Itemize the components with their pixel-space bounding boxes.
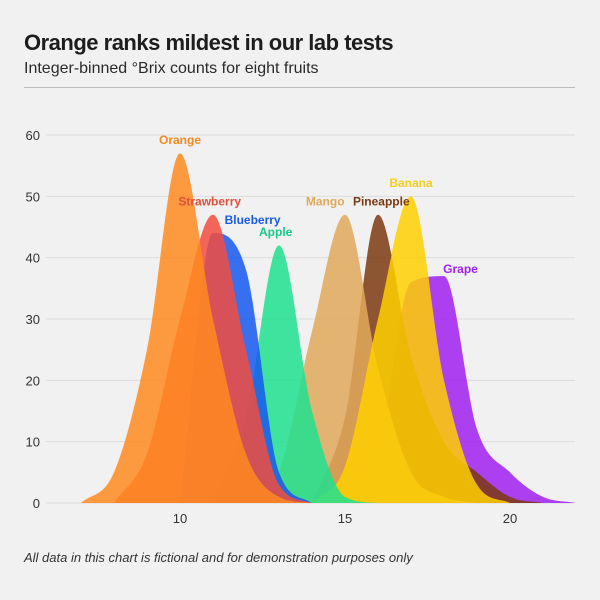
x-tick-label: 20 <box>503 511 517 526</box>
y-tick-label: 60 <box>26 128 40 143</box>
chart-subtitle: Integer-binned °Brix counts for eight fr… <box>24 60 319 77</box>
y-tick-label: 0 <box>33 496 40 511</box>
x-tick-label: 10 <box>173 511 187 526</box>
y-tick-label: 10 <box>26 435 40 450</box>
chart-title: Orange ranks mildest in our lab tests <box>24 30 394 55</box>
label-mango: Mango <box>306 195 345 209</box>
y-tick-label: 20 <box>26 373 40 388</box>
label-banana: Banana <box>389 176 433 190</box>
x-tick-label: 15 <box>338 511 352 526</box>
area-orange <box>81 153 312 503</box>
x-axis-ticks: 10 15 20 <box>173 511 517 526</box>
y-tick-label: 40 <box>26 251 40 266</box>
header-divider <box>24 87 575 88</box>
label-pineapple: Pineapple <box>353 195 410 209</box>
y-tick-label: 30 <box>26 312 40 327</box>
area-banana <box>312 196 510 504</box>
y-tick-label: 50 <box>26 189 40 204</box>
footnote: All data in this chart is fictional and … <box>24 550 413 565</box>
y-axis-ticks: 0 10 20 30 40 50 60 <box>26 128 40 511</box>
label-strawberry: Strawberry <box>178 195 241 209</box>
label-apple: Apple <box>259 225 293 239</box>
series-areas <box>81 153 576 504</box>
label-grape: Grape <box>443 262 478 276</box>
label-blueberry: Blueberry <box>225 213 281 227</box>
label-orange: Orange <box>159 133 201 147</box>
